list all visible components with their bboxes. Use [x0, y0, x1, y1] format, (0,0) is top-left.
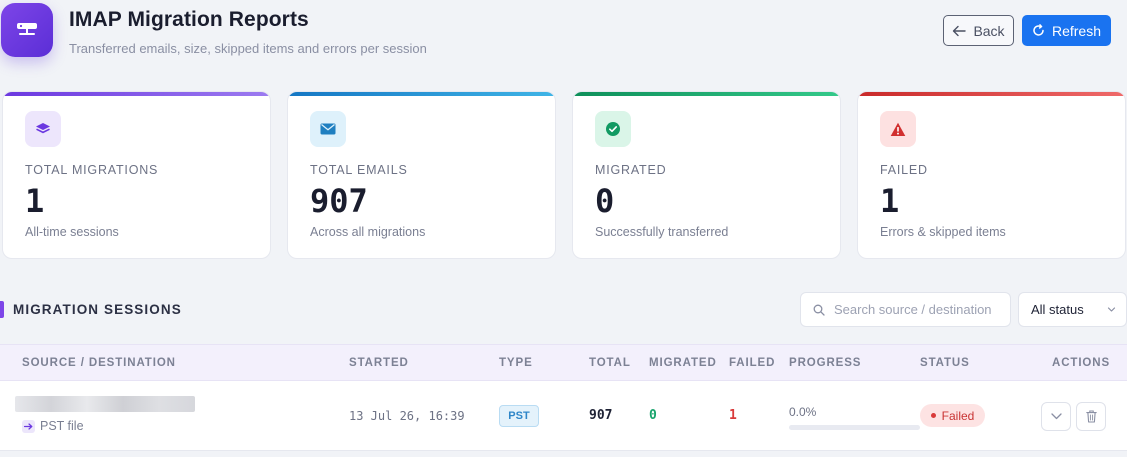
column-header-total[interactable]: TOTAL [589, 357, 631, 369]
column-header-started[interactable]: STARTED [349, 357, 409, 369]
expand-row-button[interactable] [1041, 402, 1071, 431]
delete-button[interactable] [1076, 402, 1106, 431]
status-filter-select[interactable]: All status [1018, 292, 1127, 327]
stat-note: Errors & skipped items [880, 225, 1006, 239]
envelope-icon [310, 111, 346, 147]
stat-card-total-emails: TOTAL EMAILS 907 Across all migrations [287, 91, 556, 259]
section-accent-bar [0, 301, 4, 318]
redacted-source-destination [15, 396, 195, 412]
check-circle-icon [595, 111, 631, 147]
status-badge: Failed [920, 404, 985, 427]
stat-value: 1 [880, 182, 900, 220]
source-type: PST file [22, 419, 84, 433]
table-header: SOURCE / DESTINATION STARTED TYPE TOTAL … [0, 344, 1127, 381]
card-accent-bar [858, 92, 1125, 96]
status-filter-value: All status [1031, 302, 1084, 317]
status-dot [930, 413, 936, 418]
stat-label: FAILED [880, 163, 928, 177]
server-icon [1, 3, 53, 57]
stat-note: Across all migrations [310, 225, 426, 239]
migrated-cell: 0 [649, 408, 657, 423]
stat-value: 1 [25, 182, 45, 220]
refresh-button[interactable]: Refresh [1022, 15, 1111, 46]
search-field[interactable] [800, 292, 1011, 327]
progress-text: 0.0% [789, 405, 817, 419]
column-header-migrated[interactable]: MIGRATED [649, 357, 717, 369]
total-cell: 907 [589, 408, 613, 423]
arrow-left-icon [953, 25, 967, 36]
arrow-right-icon [22, 419, 35, 433]
refresh-button-label: Refresh [1051, 22, 1102, 39]
chevron-down-icon [1107, 307, 1116, 312]
stat-note: All-time sessions [25, 225, 119, 239]
status-label: Failed [941, 408, 975, 423]
page-header: IMAP Migration Reports Transferred email… [0, 0, 1127, 80]
stat-value: 907 [310, 182, 368, 220]
search-input[interactable] [834, 302, 999, 317]
stat-value: 0 [595, 182, 615, 220]
page-title: IMAP Migration Reports [69, 8, 309, 31]
stat-label: TOTAL EMAILS [310, 163, 408, 177]
stat-card-failed: FAILED 1 Errors & skipped items [857, 91, 1126, 259]
back-button-label: Back [973, 22, 1005, 39]
layers-icon [25, 111, 61, 147]
card-accent-bar [288, 92, 555, 96]
column-header-status[interactable]: STATUS [920, 357, 970, 369]
trash-icon [1085, 410, 1097, 423]
type-badge: PST [499, 405, 539, 427]
card-accent-bar [3, 92, 270, 96]
column-header-failed[interactable]: FAILED [729, 357, 776, 369]
warning-icon [880, 111, 916, 147]
column-header-actions: ACTIONS [1052, 357, 1111, 369]
started-cell: 13 Jul 26, 16:39 [349, 409, 465, 423]
stat-card-total-migrations: TOTAL MIGRATIONS 1 All-time sessions [2, 91, 271, 259]
page-subtitle: Transferred emails, size, skipped items … [69, 41, 427, 56]
refresh-icon [1033, 24, 1044, 36]
column-header-type[interactable]: TYPE [499, 357, 533, 369]
stat-card-migrated: MIGRATED 0 Successfully transferred [572, 91, 841, 259]
card-accent-bar [573, 92, 840, 96]
progress-bar [789, 425, 920, 430]
search-icon [813, 304, 825, 316]
chevron-down-icon [1050, 413, 1062, 420]
stat-label: MIGRATED [595, 163, 667, 177]
column-header-source[interactable]: SOURCE / DESTINATION [22, 357, 176, 369]
failed-cell: 1 [729, 408, 737, 423]
table-row[interactable]: PST file 13 Jul 26, 16:39 PST 907 0 1 0.… [0, 381, 1127, 451]
section-title: MIGRATION SESSIONS [13, 302, 182, 317]
stat-note: Successfully transferred [595, 225, 729, 239]
column-header-progress[interactable]: PROGRESS [789, 357, 862, 369]
source-type-label: PST file [40, 419, 84, 433]
stat-label: TOTAL MIGRATIONS [25, 163, 159, 177]
back-button[interactable]: Back [943, 15, 1014, 46]
